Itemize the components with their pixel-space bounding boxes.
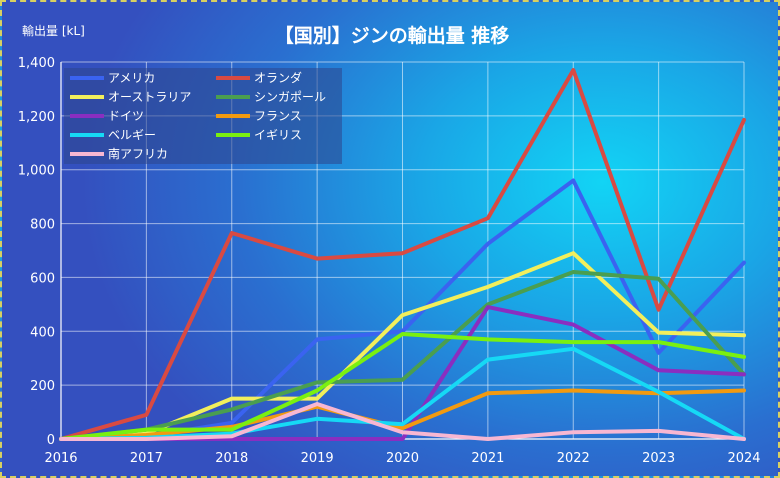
x-tick-label: 2021 bbox=[471, 451, 504, 466]
y-tick-label: 800 bbox=[30, 218, 55, 233]
x-tick-label: 2017 bbox=[130, 451, 163, 466]
legend-label: シンガポール bbox=[254, 90, 326, 104]
series-line bbox=[59, 68, 746, 441]
legend-label: ドイツ bbox=[108, 109, 144, 123]
series-line bbox=[59, 332, 746, 441]
legend-label: 南アフリカ bbox=[108, 146, 168, 161]
legend-label: オーストラリア bbox=[108, 90, 191, 104]
legend-label: フランス bbox=[254, 109, 302, 123]
x-tick-label: 2018 bbox=[215, 451, 248, 466]
y-axis-unit-label: 輸出量 [kL] bbox=[22, 23, 85, 38]
series-line bbox=[59, 270, 746, 441]
series-line bbox=[59, 402, 746, 441]
legend-label: オランダ bbox=[254, 70, 302, 85]
y-tick-label: 1,000 bbox=[18, 164, 55, 179]
y-tick-label: 1,200 bbox=[18, 110, 55, 125]
y-tick-label: 0 bbox=[47, 433, 55, 448]
legend-label: アメリカ bbox=[108, 71, 155, 85]
y-tick-label: 1,400 bbox=[18, 56, 55, 71]
y-tick-label: 400 bbox=[30, 325, 55, 340]
y-tick-label: 200 bbox=[30, 379, 55, 394]
x-tick-label: 2024 bbox=[727, 451, 760, 466]
legend-label: イギリス bbox=[254, 128, 302, 142]
x-tick-label: 2020 bbox=[386, 451, 419, 466]
x-tick-label: 2023 bbox=[642, 451, 675, 466]
x-tick-label: 2022 bbox=[557, 451, 590, 466]
legend-box bbox=[64, 68, 342, 164]
axis-labels: 0 200 400 600 800 1,000 1,200 1,400 2016 2017 2018… bbox=[18, 56, 761, 466]
x-tick-label: 2016 bbox=[44, 451, 77, 466]
y-tick-label: 600 bbox=[30, 271, 55, 286]
series-lines bbox=[59, 68, 746, 441]
series-line bbox=[59, 388, 746, 441]
x-tick-label: 2019 bbox=[301, 451, 334, 466]
chart-title: 【国別】ジンの輸出量 推移 bbox=[275, 24, 510, 47]
legend-label: ベルギー bbox=[108, 128, 156, 142]
